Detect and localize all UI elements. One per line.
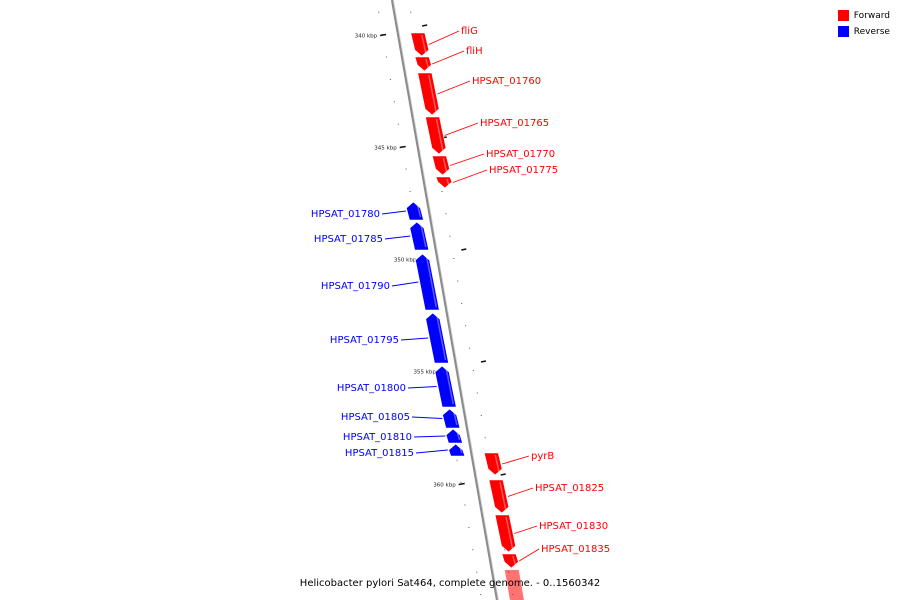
gene-HPSAT_01780 [406, 201, 424, 221]
gene-leader [437, 80, 471, 95]
gene-label: HPSAT_01810 [343, 432, 412, 443]
gene-leader [428, 30, 460, 45]
gene-label: HPSAT_01770 [486, 149, 555, 160]
gene-highlight [421, 34, 427, 54]
gene-HPSAT_01790 [415, 253, 440, 311]
gene-label: HPSAT_01760 [472, 76, 541, 87]
gene-highlight [445, 367, 454, 405]
gene-leader [391, 281, 419, 287]
gene-fliH [414, 56, 432, 72]
major-tick-right [421, 24, 428, 27]
gene-label: fliG [461, 26, 478, 37]
gene-highlight [494, 454, 500, 473]
gene-leader [411, 416, 443, 419]
gene-highlight [456, 430, 461, 441]
gene-highlight [505, 516, 514, 550]
gene-leader [432, 50, 465, 65]
major-tick-right [461, 248, 467, 251]
gene-HPSAT_01770 [431, 155, 450, 176]
gene-label: fliH [466, 46, 483, 57]
gene-label: HPSAT_01835 [541, 544, 610, 555]
gene-highlight [420, 223, 427, 248]
gene-highlight [425, 58, 430, 69]
legend-forward-label: Forward [853, 10, 890, 21]
gene-HPSAT_01775 [435, 176, 453, 189]
legend: Forward Reverse [837, 8, 890, 40]
major-tick-right [480, 360, 487, 363]
gene-leader [415, 449, 448, 454]
gene-leader [518, 548, 540, 562]
gene-partial [504, 570, 524, 600]
gene-HPSAT_01805 [442, 408, 461, 429]
gene-leader [514, 525, 538, 534]
gene-HPSAT_01825 [488, 479, 510, 514]
major-tick-right [500, 473, 506, 476]
gene-highlight [425, 255, 437, 308]
tick-label: 345 kbp [374, 146, 397, 152]
tick-label: 355 kbp [414, 370, 437, 376]
gene-HPSAT_01785 [409, 221, 430, 251]
gene-label: HPSAT_01785 [314, 234, 383, 245]
gene-highlight [435, 118, 444, 152]
gene-label: HPSAT_01825 [535, 483, 604, 494]
gene-HPSAT_01815 [448, 443, 466, 457]
genome-caption: Helicobacter pylori Sat464, complete gen… [299, 578, 601, 589]
legend-reverse: Reverse [837, 24, 890, 39]
gene-highlight [442, 157, 448, 173]
gene-pyrB [483, 452, 503, 476]
legend-reverse-label: Reverse [853, 26, 890, 37]
gene-label: pyrB [531, 451, 554, 462]
backbone-highlight [393, 0, 499, 600]
legend-forward: Forward [837, 8, 890, 23]
gene-label: HPSAT_01805 [341, 412, 410, 423]
gene-HPSAT_01810 [445, 428, 463, 444]
gene-highlight [436, 314, 447, 361]
gene-leader [413, 435, 446, 438]
major-tick [379, 33, 387, 37]
gene-leader [452, 169, 488, 183]
forward-swatch [837, 10, 849, 21]
major-tick [458, 482, 465, 486]
gene-label: HPSAT_01790 [321, 281, 390, 292]
gene-leader [507, 487, 534, 497]
gene-highlight [458, 445, 463, 454]
gene-leader [449, 153, 485, 166]
gene-highlight [446, 178, 450, 186]
gene-leader [407, 386, 437, 389]
gene-label: HPSAT_01765 [480, 118, 549, 129]
gene-label: HPSAT_01795 [330, 335, 399, 346]
gene-HPSAT_01765 [425, 116, 447, 155]
gene-HPSAT_01830 [494, 514, 516, 553]
gene-highlight [428, 74, 437, 113]
tick-label: 340 kbp [355, 34, 378, 40]
gene-label: HPSAT_01815 [345, 448, 414, 459]
gene-label: HPSAT_01775 [489, 165, 558, 176]
gene-label: HPSAT_01800 [337, 383, 406, 394]
gene-HPSAT_01795 [425, 312, 449, 364]
gene-highlight [512, 555, 517, 566]
gene-leader [384, 235, 411, 240]
tick-label: 350 kbp [394, 258, 417, 264]
gene-leader [502, 455, 530, 465]
gene-highlight [416, 203, 422, 218]
gene-label: HPSAT_01780 [311, 209, 380, 220]
gene-leader [400, 337, 429, 341]
gene-highlight [499, 481, 507, 511]
gene-leader [444, 122, 479, 136]
reverse-swatch [837, 26, 849, 37]
tick-label: 360 kbp [433, 483, 456, 489]
gene-highlight [452, 410, 458, 426]
gene-HPSAT_01760 [417, 72, 440, 116]
gene-HPSAT_01835 [501, 553, 519, 569]
major-tick [399, 145, 406, 149]
gene-HPSAT_01800 [434, 365, 457, 408]
backbone-line [390, 0, 499, 600]
gene-fliG [410, 32, 430, 57]
gene-label: HPSAT_01830 [539, 521, 608, 532]
gene-leader [381, 210, 406, 215]
